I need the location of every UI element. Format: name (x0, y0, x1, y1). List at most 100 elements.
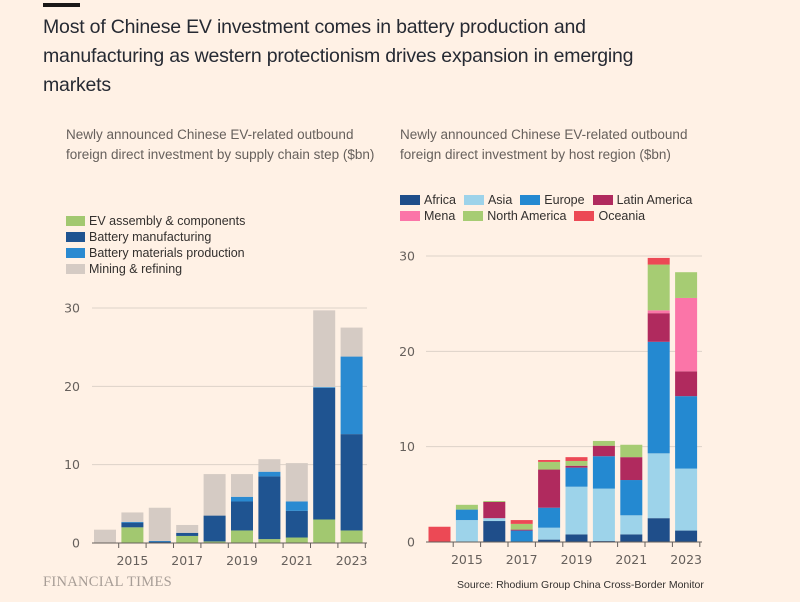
legend-item-asia: Asia (463, 192, 513, 208)
y-tick-label: 30 (64, 301, 80, 316)
bar-segment-ev-assembly-components-2018 (203, 541, 226, 543)
bar-segment-latin-america-2022 (647, 313, 670, 342)
legend-label: Europe (544, 193, 585, 207)
bar-segment-battery-materials-production-2016 (148, 541, 171, 542)
bar-segment-north-america-2019 (565, 460, 588, 466)
bar-segment-north-america-2023 (675, 272, 698, 298)
bar-segment-battery-manufacturing-2022 (313, 387, 336, 520)
bar-segment-europe-2021 (620, 480, 643, 516)
legend-swatch (520, 195, 541, 205)
bar-segment-latin-america-2019 (565, 465, 588, 468)
headline: Most of Chinese EV investment comes in b… (43, 16, 634, 96)
bar-segment-asia-2016 (483, 518, 506, 522)
bar-segment-latin-america-2023 (675, 371, 698, 397)
legend-label: Battery materials production (89, 246, 245, 260)
bar-segment-battery-manufacturing-2020 (258, 476, 281, 540)
legend-label: Oceania (598, 209, 646, 223)
bar-segment-africa-2016 (483, 521, 506, 542)
bar-segment-battery-materials-production-2020 (258, 471, 281, 477)
legend-swatch (463, 195, 484, 205)
bar-segment-north-america-2015 (455, 504, 478, 510)
bar-segment-asia-2019 (565, 486, 588, 535)
x-tick-label: 2019 (226, 553, 258, 568)
bar-segment-asia-2020 (592, 488, 615, 542)
right-chart-title: Newly announced Chinese EV-related outbo… (400, 127, 688, 162)
legend-label: Battery manufacturing (89, 230, 212, 244)
x-tick-label: 2015 (451, 552, 483, 567)
y-tick-label: 10 (64, 457, 80, 472)
legend-item-europe: Europe (520, 192, 585, 208)
bar-segment-latin-america-2017 (510, 529, 533, 531)
x-tick-label: 2019 (561, 552, 593, 567)
bar-segment-battery-materials-production-2021 (285, 501, 308, 511)
bar-segment-ev-assembly-components-2017 (176, 535, 199, 543)
bar-segment-asia-2015 (455, 520, 478, 542)
bar-segment-mining-refining-2017 (176, 524, 199, 533)
bar-segment-oceania-2018 (538, 460, 561, 462)
legend-label: Mena (424, 209, 456, 223)
bar-segment-battery-manufacturing-2015 (121, 522, 144, 528)
bar-segment-europe-2020 (592, 456, 615, 489)
legend-label: Latin America (616, 193, 693, 207)
bar-segment-battery-manufacturing-2019 (231, 501, 253, 531)
bar-segment-ev-assembly-components-2022 (313, 519, 336, 543)
bar-segment-mining-refining-2015 (121, 512, 144, 522)
bar-segment-latin-america-2018 (538, 469, 561, 508)
bar-segment-africa-2021 (620, 534, 643, 542)
x-tick-label: 2021 (281, 553, 313, 568)
legend-swatch (574, 211, 595, 221)
bar-segment-battery-materials-production-2023 (340, 356, 363, 435)
x-tick-label: 2017 (506, 552, 538, 567)
source-note: Source: Rhodium Group China Cross-Border… (457, 579, 704, 591)
bar-segment-europe-2018 (538, 507, 561, 528)
bar-segment-battery-manufacturing-2017 (176, 532, 199, 536)
x-tick-label: 2023 (670, 552, 702, 567)
bar-segment-north-america-2018 (538, 461, 561, 470)
bar-segment-asia-2021 (620, 515, 643, 535)
y-tick-label: 20 (64, 379, 80, 394)
bar-segment-north-america-2020 (592, 440, 615, 446)
bar-segment-north-america-2017 (510, 523, 533, 530)
ft-logo: FINANCIAL TIMES (43, 574, 172, 590)
bar-segment-ev-assembly-components-2019 (231, 530, 253, 543)
y-tick-label: 20 (399, 344, 415, 359)
x-tick-label: 2017 (171, 553, 203, 568)
x-tick-label: 2015 (116, 553, 148, 568)
bar-segment-battery-manufacturing-2016 (148, 541, 171, 543)
bar-segment-europe-2015 (455, 509, 478, 521)
legend-swatch (66, 216, 85, 226)
bar-segment-latin-america-2020 (592, 445, 615, 457)
legend-item-latin-america: Latin America (592, 192, 693, 208)
legend-label: Mining & refining (89, 262, 183, 276)
bar-segment-mining-refining-2014 (94, 529, 116, 543)
bar-segment-africa-2019 (565, 534, 588, 542)
bar-segment-asia-2022 (647, 453, 670, 519)
legend-label: Asia (487, 193, 513, 207)
bar-segment-africa-2022 (647, 518, 670, 542)
bar-segment-europe-2023 (675, 396, 698, 469)
legend-item-north-america: North America (463, 208, 566, 224)
left-chart-title: Newly announced Chinese EV-related outbo… (66, 127, 375, 162)
legend-item-mena: Mena (400, 208, 455, 224)
bar-segment-north-america-2021 (620, 444, 643, 458)
bar-segment-battery-materials-production-2022 (313, 387, 336, 388)
bar-segment-oceania-2014 (428, 526, 451, 542)
legend-item-battery-manufacturing: Battery manufacturing (66, 229, 245, 245)
bar-segment-europe-2017 (510, 530, 533, 542)
bar-segment-battery-materials-production-2019 (231, 496, 253, 502)
legend-label: North America (487, 209, 567, 223)
bar-segment-asia-2018 (538, 527, 561, 540)
legend-swatch (400, 211, 420, 221)
bar-segment-north-america-2022 (647, 264, 670, 311)
legend-swatch (592, 195, 613, 205)
y-tick-label: 10 (399, 439, 415, 454)
bar-segment-mining-refining-2019 (231, 474, 253, 497)
legend-item-mining-refining: Mining & refining (66, 261, 245, 277)
legend-swatch (66, 248, 85, 258)
bar-segment-africa-2018 (538, 539, 561, 542)
bar-segment-latin-america-2021 (620, 457, 643, 481)
left-chart-legend: EV assembly & components Battery manufact… (66, 213, 245, 277)
bar-segment-battery-manufacturing-2023 (340, 434, 363, 531)
